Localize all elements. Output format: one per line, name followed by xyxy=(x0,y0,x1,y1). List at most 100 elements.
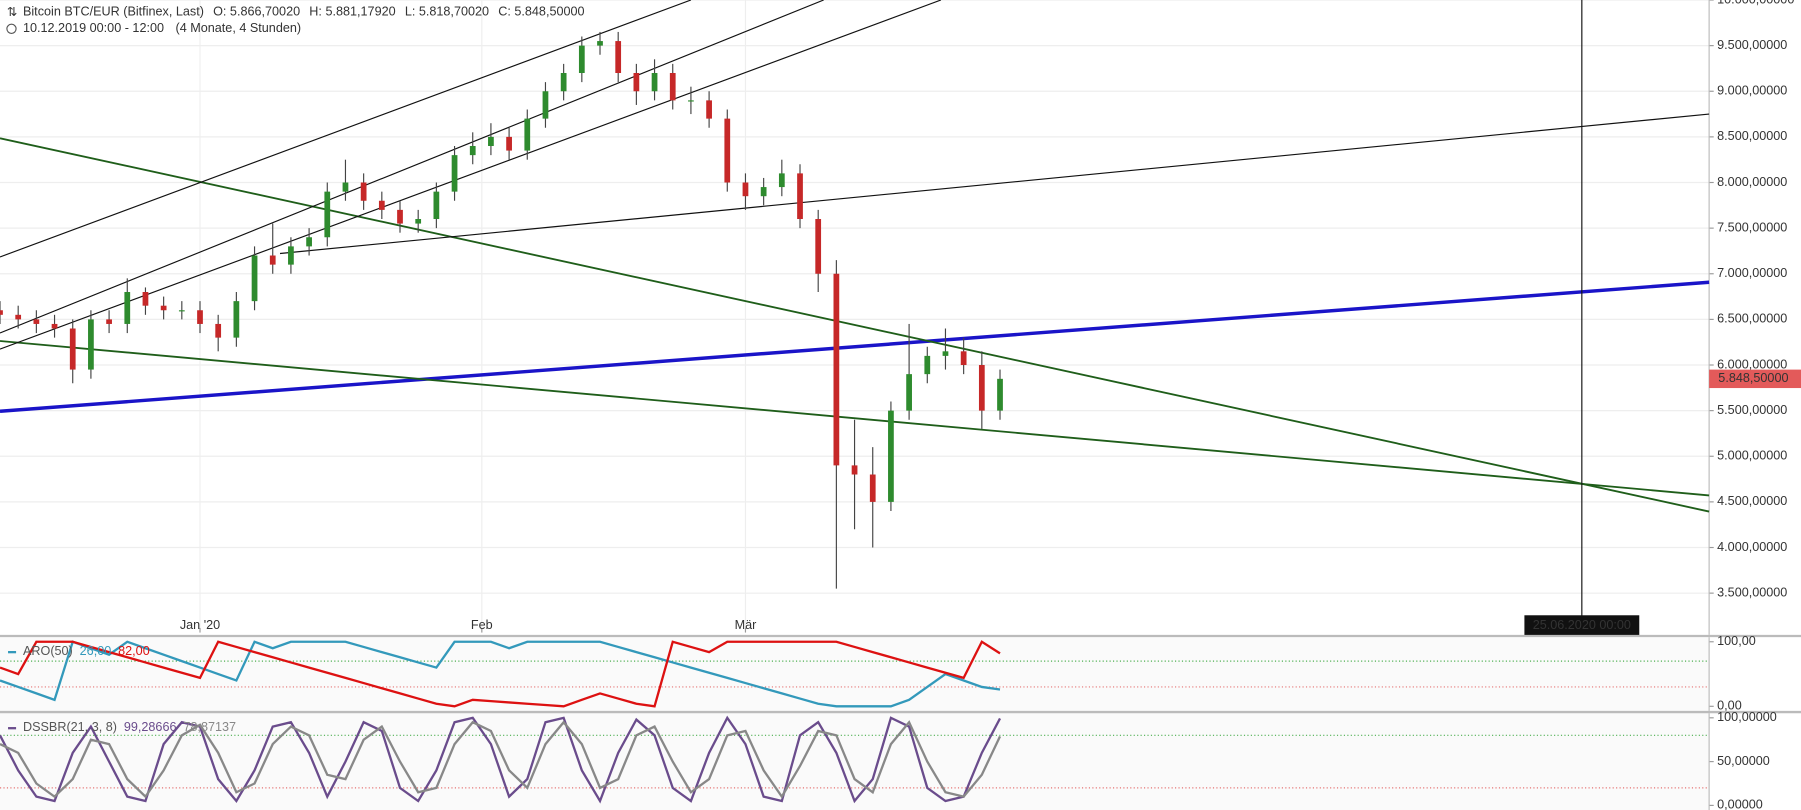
y-tick-label: 9.500,00000 xyxy=(1717,38,1787,52)
candle-body xyxy=(0,310,3,315)
candle-body xyxy=(288,246,294,265)
candle-body xyxy=(633,73,640,92)
legend-title: ARO(50) xyxy=(23,644,73,658)
trend-line xyxy=(0,0,692,258)
y-tick-label: 100,00 xyxy=(1717,634,1756,648)
y-tick-label: 5.000,00000 xyxy=(1717,449,1787,463)
indicator-line xyxy=(0,720,1002,799)
trend-line xyxy=(0,0,942,350)
candle-body xyxy=(415,219,422,224)
x-tick-label: Mär xyxy=(735,618,757,632)
candle-body xyxy=(469,146,476,156)
y-tick-label: 4.000,00000 xyxy=(1717,540,1787,554)
trend-line xyxy=(0,0,824,334)
candle-body xyxy=(488,136,494,147)
date-marker-box xyxy=(1524,615,1640,637)
candle-body xyxy=(906,374,912,411)
candle-body xyxy=(342,182,349,192)
candle-body xyxy=(360,182,367,201)
candle-body xyxy=(269,255,276,265)
chart-icon: ⇅ xyxy=(7,5,18,19)
legend-value: 78,87137 xyxy=(183,721,236,735)
y-tick-label: 4.500,00000 xyxy=(1717,494,1787,508)
candle-body xyxy=(524,118,531,151)
candle-body xyxy=(833,273,840,466)
trend-line xyxy=(0,340,1710,497)
candle-body xyxy=(724,118,731,183)
legend-dash xyxy=(8,650,17,654)
y-tick-label: 3.500,00000 xyxy=(1717,585,1787,599)
candle-body xyxy=(51,323,58,329)
candle-body xyxy=(869,474,876,502)
legend-value: 99,28666 xyxy=(124,721,177,735)
candle-body xyxy=(178,310,185,312)
panel-background xyxy=(0,637,1710,711)
candle-body xyxy=(142,292,149,306)
y-tick-label: 100,00000 xyxy=(1717,710,1777,724)
date-marker-label: 25.06.2020 00:00 xyxy=(1533,618,1631,632)
candle-body xyxy=(706,100,712,119)
candle-body xyxy=(597,41,603,46)
y-tick-label: 7.500,00000 xyxy=(1717,220,1787,234)
candle-body xyxy=(851,465,858,475)
candle-body xyxy=(669,73,676,101)
indicator-line xyxy=(0,640,1001,708)
candle-body xyxy=(451,155,458,192)
y-tick-label: 8.000,00000 xyxy=(1717,175,1787,189)
candle-body xyxy=(33,319,40,324)
candle-body xyxy=(797,173,803,220)
ohlc-label: C: 5.848,50000 xyxy=(498,5,584,19)
candle-body xyxy=(815,219,822,274)
ohlc-label: L: 5.818,70020 xyxy=(405,5,489,19)
indicator-line xyxy=(0,640,1001,708)
ohlc-label: O: 5.866,70020 xyxy=(213,5,300,19)
trend-line xyxy=(279,113,1710,255)
candle-body xyxy=(88,319,94,370)
candle-body xyxy=(924,355,931,375)
chart-header: Bitcoin BTC/EUR (Bitfinex, Last) O: 5.866… xyxy=(23,5,585,19)
candle-body xyxy=(160,305,167,311)
chart-subheader: 10.12.2019 00:00 - 12:00 (4 Monate, 4 Stu… xyxy=(23,21,301,35)
legend: DSSBR(21, 3, 8) 99,28666 78,87137 xyxy=(23,721,236,735)
candle-body xyxy=(378,200,385,210)
candle-body xyxy=(197,310,203,324)
candle-body xyxy=(742,182,749,197)
candle-body xyxy=(760,187,767,197)
indicator-line xyxy=(0,715,1002,804)
legend-value: 82,00 xyxy=(118,644,150,658)
y-tick-label: 6.500,00000 xyxy=(1717,312,1787,326)
candle-body xyxy=(778,173,785,188)
y-tick-label: 7.000,00000 xyxy=(1717,266,1787,280)
candle-body xyxy=(978,365,985,411)
chart-title: Bitcoin BTC/EUR (Bitfinex, Last) xyxy=(23,5,204,19)
candle-body xyxy=(506,136,512,151)
candle-body xyxy=(560,73,567,92)
y-tick-label: 5.500,00000 xyxy=(1717,403,1787,417)
candle-body xyxy=(615,41,622,74)
period: (4 Monate, 4 Stunden) xyxy=(176,21,302,35)
x-tick-label: Jan '20 xyxy=(180,618,220,632)
panel-background xyxy=(0,713,1710,810)
candle-body xyxy=(942,351,949,356)
candle-body xyxy=(15,314,22,320)
legend-title: DSSBR(21, 3, 8) xyxy=(23,721,117,735)
trend-line xyxy=(0,280,1710,413)
candle-body xyxy=(124,292,131,324)
y-tick-label: 0,00 xyxy=(1717,699,1742,713)
last-price-label: 5.848,50000 xyxy=(1718,371,1788,385)
subtitle: 10.12.2019 00:00 - 12:00 xyxy=(23,21,164,35)
candle-body xyxy=(578,45,585,74)
y-tick-label: 10.000,00000 xyxy=(1717,0,1794,6)
x-tick-label: Feb xyxy=(471,618,493,632)
candle-body xyxy=(997,378,1003,411)
candle-body xyxy=(888,410,894,502)
candle-body xyxy=(688,100,694,102)
candle-body xyxy=(69,328,76,370)
last-price-box xyxy=(1709,369,1801,389)
legend-value: 26,00 xyxy=(80,644,112,658)
candle-body xyxy=(233,301,240,338)
clock-icon xyxy=(6,23,17,34)
candle-body xyxy=(397,209,403,224)
y-tick-label: 6.000,00000 xyxy=(1717,357,1787,371)
